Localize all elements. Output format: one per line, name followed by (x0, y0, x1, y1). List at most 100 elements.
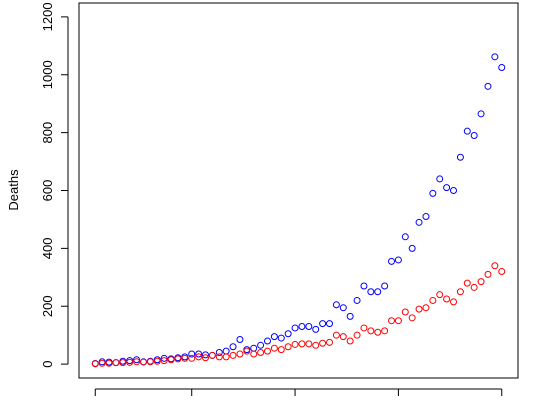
point (133, 358, 141, 366)
point (208, 351, 216, 359)
point (388, 317, 396, 325)
point (456, 288, 464, 296)
point (408, 314, 416, 322)
point (160, 354, 168, 362)
point (470, 283, 478, 291)
point (484, 82, 492, 90)
point (229, 351, 237, 359)
point (181, 354, 189, 362)
point (305, 322, 313, 330)
point (243, 347, 251, 355)
point (339, 304, 347, 312)
point (401, 308, 409, 316)
point (374, 328, 382, 336)
point (236, 350, 244, 358)
point (257, 341, 265, 349)
point (360, 324, 368, 332)
point (326, 338, 334, 346)
point (188, 350, 196, 358)
point (277, 346, 285, 354)
point (160, 357, 168, 365)
point (339, 333, 347, 341)
point (429, 189, 437, 197)
plot-box (78, 2, 519, 379)
point (456, 153, 464, 161)
point (222, 353, 230, 361)
point (263, 347, 271, 355)
point (298, 340, 306, 348)
point (263, 337, 271, 345)
point (215, 353, 223, 361)
point (443, 184, 451, 192)
y-tick-label: 0 (40, 360, 55, 367)
point (133, 356, 141, 364)
point (443, 295, 451, 303)
point (195, 350, 203, 358)
point (326, 320, 334, 328)
point (491, 262, 499, 270)
point (270, 344, 278, 352)
point (401, 233, 409, 241)
point (119, 359, 127, 367)
point (484, 270, 492, 278)
point (394, 317, 402, 325)
point (319, 339, 327, 347)
point (463, 127, 471, 135)
point (277, 334, 285, 342)
point (270, 333, 278, 341)
point (298, 322, 306, 330)
y-tick-label: 200 (40, 295, 55, 317)
point (477, 110, 485, 118)
point (291, 324, 299, 332)
point (257, 349, 265, 357)
point (98, 359, 106, 367)
point (408, 244, 416, 252)
point (353, 331, 361, 339)
point (146, 358, 154, 366)
point (450, 298, 458, 306)
point (436, 175, 444, 183)
point (153, 357, 161, 365)
point (415, 218, 423, 226)
point (126, 358, 134, 366)
point (346, 337, 354, 345)
point (367, 288, 375, 296)
point (222, 347, 230, 355)
point (174, 355, 182, 363)
y-axis-label: Deaths (6, 169, 21, 211)
point (201, 351, 209, 359)
point (236, 336, 244, 344)
point (394, 256, 402, 264)
point (463, 279, 471, 287)
point (284, 343, 292, 351)
y-tick-label: 800 (40, 122, 55, 144)
point (332, 331, 340, 339)
point (422, 304, 430, 312)
point (374, 288, 382, 296)
point (477, 278, 485, 286)
point (422, 213, 430, 221)
point (195, 353, 203, 361)
point (332, 301, 340, 309)
point (319, 320, 327, 328)
point (215, 349, 223, 357)
point (167, 356, 175, 364)
point (250, 344, 258, 352)
y-tick-label: 400 (40, 238, 55, 260)
point (498, 64, 506, 72)
point (367, 327, 375, 335)
point (498, 268, 506, 276)
point (201, 354, 209, 362)
point (305, 340, 313, 348)
point (91, 360, 99, 368)
point (291, 340, 299, 348)
point (415, 305, 423, 313)
point (436, 291, 444, 299)
point (346, 312, 354, 320)
point (188, 354, 196, 362)
point (312, 325, 320, 333)
point (470, 132, 478, 140)
point (450, 187, 458, 194)
point (381, 282, 389, 290)
